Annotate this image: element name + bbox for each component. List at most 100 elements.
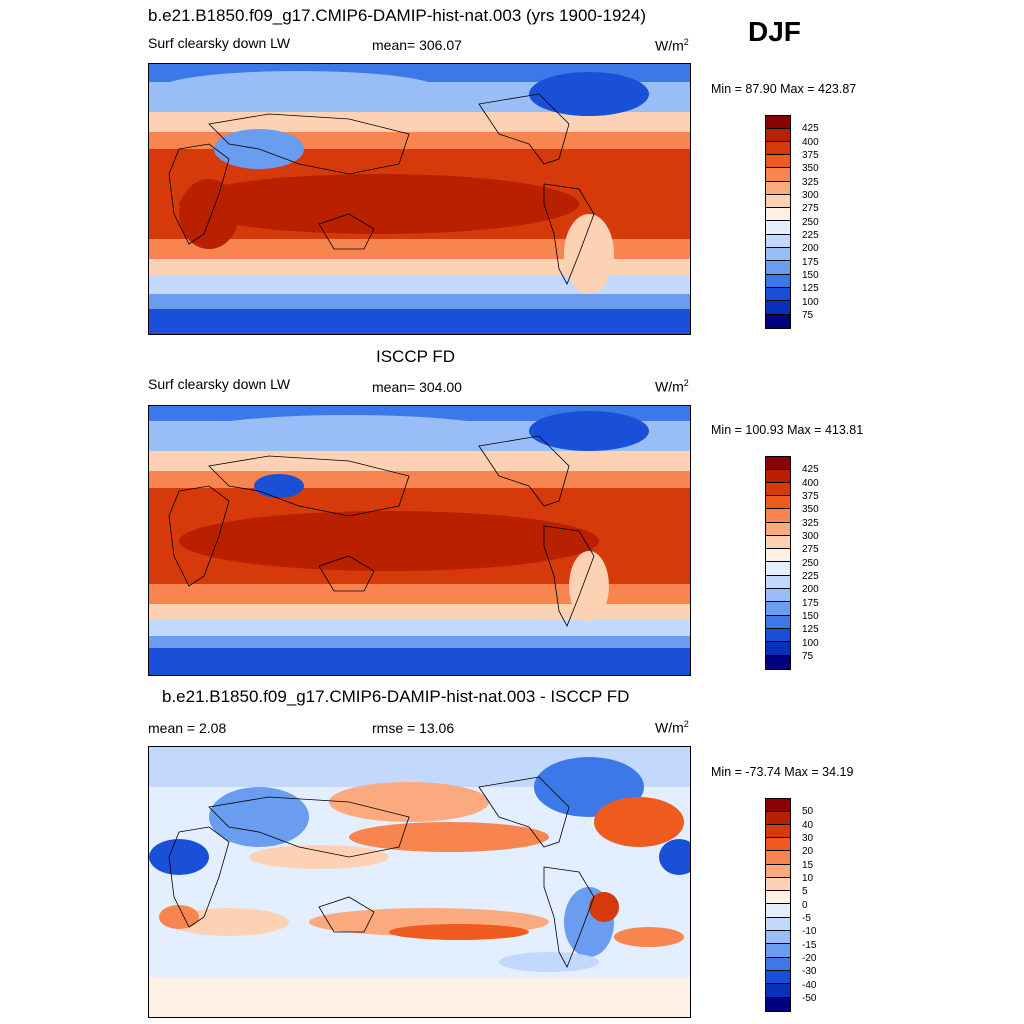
panel1-variable: Surf clearsky down LW: [148, 35, 291, 51]
panel1-colorbar-label: 275: [802, 203, 819, 214]
panel3-colorbar-swatch: [766, 983, 790, 997]
panel3-colorbar-swatch: [766, 997, 790, 1011]
panel3-colorbar-label: 30: [802, 833, 814, 844]
panel1-colorbar-swatch: [766, 194, 790, 208]
panel1-colorbar-swatch: [766, 247, 790, 261]
panel1-colorbar-swatch: [766, 167, 790, 181]
panel3-colorbar-swatch: [766, 903, 790, 917]
panel3-colorbar-label: -40: [802, 980, 817, 991]
panel2-variable: Surf clearsky down LW: [148, 376, 291, 392]
panel3-colorbar-label: 40: [802, 820, 814, 831]
panel1-colorbar-label: 425: [802, 123, 819, 134]
panel2-colorbar-swatch: [766, 495, 790, 509]
panel2-colorbar-label: 425: [802, 464, 819, 475]
panel1-colorbar-swatch: [766, 274, 790, 288]
panel1-colorbar-label: 200: [802, 243, 819, 254]
panel2-colorbar-swatch: [766, 601, 790, 615]
panel2-colorbar-swatch: [766, 469, 790, 483]
panel3-minmax: Min = -73.74 Max = 34.19: [711, 765, 854, 779]
panel2-colorbar-swatch: [766, 561, 790, 575]
panel1-colorbar-swatch: [766, 115, 790, 129]
panel3-colorbar-label: 20: [802, 846, 814, 857]
panel2-colorbar-swatch: [766, 482, 790, 496]
panel2-colorbar-swatch: [766, 548, 790, 562]
panel3-units: W/m2: [655, 719, 689, 736]
panel1-colorbar-swatch: [766, 141, 790, 155]
panel2-map: [148, 405, 691, 676]
season-label: DJF: [748, 16, 801, 47]
panel3-colorbar-label: 15: [802, 860, 814, 871]
panel3-colorbar-swatch: [766, 811, 790, 825]
panel2-colorbar-label: 350: [802, 504, 819, 515]
panel1-colorbar-swatch: [766, 287, 790, 301]
panel1-colorbar-label: 325: [802, 177, 819, 188]
panel1-units: W/m2: [655, 37, 689, 54]
panel3-colorbar-swatch: [766, 970, 790, 984]
panel3-colorbar-label: -20: [802, 953, 817, 964]
panel3-colorbar-swatch: [766, 957, 790, 971]
panel1-title: b.e21.B1850.f09_g17.CMIP6-DAMIP-hist-nat…: [148, 6, 646, 25]
panel1-colorbar-swatch: [766, 260, 790, 274]
panel2-colorbar-swatch: [766, 641, 790, 655]
panel3-colorbar-label: -10: [802, 926, 817, 937]
panel3-colorbar-swatch: [766, 917, 790, 931]
panel1-colorbar-label: 125: [802, 283, 819, 294]
panel1-colorbar-label: 375: [802, 150, 819, 161]
panel2-colorbar-label: 400: [802, 478, 819, 489]
panel3-colorbar-label: 50: [802, 806, 814, 817]
panel1-map: [148, 63, 691, 335]
panel3-colorbar-label: 10: [802, 873, 814, 884]
panel1-colorbar-label: 400: [802, 137, 819, 148]
panel2-colorbar-label: 100: [802, 638, 819, 649]
panel3-colorbar-swatch: [766, 877, 790, 891]
panel1-colorbar-swatch: [766, 207, 790, 221]
panel3-colorbar-swatch: [766, 930, 790, 944]
panel3-colorbar-swatch: [766, 890, 790, 904]
panel2-colorbar-swatch: [766, 522, 790, 536]
panel2-colorbar-label: 250: [802, 558, 819, 569]
panel3-colorbar-swatch: [766, 864, 790, 878]
panel2-colorbar-swatch: [766, 615, 790, 629]
panel1-colorbar-label: 75: [802, 310, 814, 321]
panel3-colorbar-swatch: [766, 798, 790, 812]
panel3-colorbar-label: 0: [802, 900, 808, 911]
panel2-colorbar-swatch: [766, 588, 790, 602]
panel1-colorbar-label: 100: [802, 297, 819, 308]
panel2-colorbar-label: 325: [802, 518, 819, 529]
panel1-minmax: Min = 87.90 Max = 423.87: [711, 82, 857, 96]
panel2-colorbar-label: 375: [802, 491, 819, 502]
panel3-colorbar-label: 5: [802, 886, 808, 897]
panel2-colorbar-label: 300: [802, 531, 819, 542]
panel1-colorbar-label: 350: [802, 163, 819, 174]
panel1-colorbar-swatch: [766, 154, 790, 168]
panel1-colorbar-swatch: [766, 181, 790, 195]
panel3-colorbar-swatch: [766, 850, 790, 864]
panel3-map: [148, 746, 691, 1018]
panel2-colorbar-swatch: [766, 456, 790, 470]
panel3-mean: mean = 2.08: [148, 720, 227, 736]
panel2-title: ISCCP FD: [376, 347, 456, 366]
panel1-colorbar-swatch: [766, 128, 790, 142]
panel2-colorbar-label: 150: [802, 611, 819, 622]
panel1-colorbar-label: 250: [802, 217, 819, 228]
panel2-colorbar-swatch: [766, 575, 790, 589]
panel2-colorbar-label: 125: [802, 624, 819, 635]
panel1-colorbar-label: 175: [802, 257, 819, 268]
panel1-colorbar-label: 150: [802, 270, 819, 281]
panel2-colorbar-swatch: [766, 508, 790, 522]
panel3-colorbar: [765, 798, 791, 1012]
panel3-colorbar-swatch: [766, 837, 790, 851]
panel2-colorbar-swatch: [766, 535, 790, 549]
panel2-units: W/m2: [655, 378, 689, 395]
panel2-colorbar-label: 225: [802, 571, 819, 582]
panel1-colorbar-label: 300: [802, 190, 819, 201]
panel2-colorbar-label: 75: [802, 651, 814, 662]
panel2-colorbar-label: 200: [802, 584, 819, 595]
panel1-colorbar-label: 225: [802, 230, 819, 241]
panel3-colorbar-label: -5: [802, 913, 811, 924]
panel2-colorbar: [765, 456, 791, 670]
panel1-mean: mean= 306.07: [372, 37, 462, 53]
panel3-colorbar-label: -30: [802, 966, 817, 977]
panel3-colorbar-label: -15: [802, 940, 817, 951]
panel2-mean: mean= 304.00: [372, 379, 462, 395]
